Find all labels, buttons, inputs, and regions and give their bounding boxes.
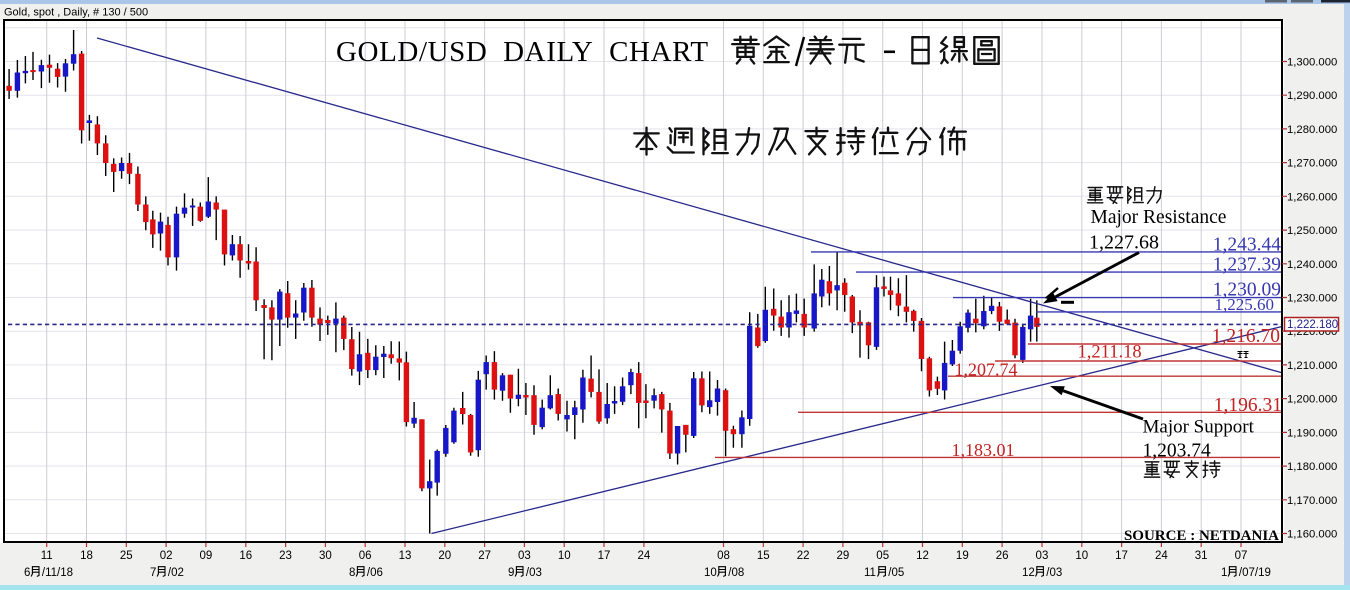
svg-text:17: 17 xyxy=(1115,550,1128,562)
svg-text:03: 03 xyxy=(518,550,531,562)
svg-text:/03: /03 xyxy=(1046,567,1062,579)
svg-text:25: 25 xyxy=(120,550,133,562)
svg-text:1,183.01: 1,183.01 xyxy=(952,440,1015,460)
svg-text:1,160.000: 1,160.000 xyxy=(1287,529,1337,541)
svg-text:/11/18: /11/18 xyxy=(42,567,73,579)
svg-text:13: 13 xyxy=(399,550,412,562)
svg-text:7: 7 xyxy=(150,567,156,579)
svg-text:1,190.000: 1,190.000 xyxy=(1287,427,1337,439)
svg-text:1: 1 xyxy=(1221,567,1227,579)
svg-text:1,180.000: 1,180.000 xyxy=(1287,461,1337,473)
svg-text:10: 10 xyxy=(558,550,571,562)
svg-text:12: 12 xyxy=(1022,567,1035,579)
svg-text:24: 24 xyxy=(1155,550,1168,562)
svg-text:1,216.70: 1,216.70 xyxy=(1212,326,1280,347)
svg-text:1,170.000: 1,170.000 xyxy=(1287,495,1337,507)
svg-text:1,207.74: 1,207.74 xyxy=(955,360,1018,380)
svg-text:1,300.000: 1,300.000 xyxy=(1287,56,1337,68)
svg-text:15: 15 xyxy=(757,550,770,562)
svg-text:1,250.000: 1,250.000 xyxy=(1287,225,1337,237)
svg-text:03: 03 xyxy=(1036,550,1049,562)
svg-text:09: 09 xyxy=(200,550,213,562)
svg-text:12: 12 xyxy=(916,550,929,562)
svg-text:1,237.39: 1,237.39 xyxy=(1213,255,1281,276)
svg-text:/07/19: /07/19 xyxy=(1239,567,1271,579)
svg-text:17: 17 xyxy=(598,550,611,562)
svg-text:1,243.44: 1,243.44 xyxy=(1213,235,1282,256)
svg-text:24: 24 xyxy=(637,550,650,562)
svg-text:1,210.000: 1,210.000 xyxy=(1287,360,1337,372)
svg-text:08: 08 xyxy=(717,550,730,562)
svg-text:/03: /03 xyxy=(526,567,542,579)
svg-text:1,222.180: 1,222.180 xyxy=(1287,319,1338,331)
svg-text:30: 30 xyxy=(319,550,332,562)
svg-text:05: 05 xyxy=(876,550,889,562)
svg-text:1,230.000: 1,230.000 xyxy=(1287,292,1337,304)
svg-text:20: 20 xyxy=(438,550,451,562)
svg-text:Gold, spot , Daily, # 130 / 50: Gold, spot , Daily, # 130 / 500 xyxy=(4,7,148,19)
svg-text:Major Support: Major Support xyxy=(1143,417,1255,438)
svg-text:/08: /08 xyxy=(728,567,744,579)
svg-text:1,203.74: 1,203.74 xyxy=(1143,441,1212,462)
svg-text:31: 31 xyxy=(1195,550,1208,562)
svg-text:10: 10 xyxy=(704,567,717,579)
svg-text:19: 19 xyxy=(956,550,969,562)
svg-text:SOURCE : NETDANIA: SOURCE : NETDANIA xyxy=(1124,528,1279,544)
svg-text:1,225.60: 1,225.60 xyxy=(1215,295,1275,314)
svg-text:16: 16 xyxy=(239,550,252,562)
svg-text:1,240.000: 1,240.000 xyxy=(1287,259,1337,271)
svg-text:27: 27 xyxy=(478,550,491,562)
svg-text:1,270.000: 1,270.000 xyxy=(1287,158,1337,170)
svg-text:/02: /02 xyxy=(168,567,184,579)
svg-text:9: 9 xyxy=(508,567,514,579)
svg-text:11: 11 xyxy=(41,550,53,562)
svg-text:1,290.000: 1,290.000 xyxy=(1287,90,1337,102)
svg-text:1,230.09: 1,230.09 xyxy=(1213,280,1281,301)
svg-text:/05: /05 xyxy=(888,567,904,579)
svg-text:1,211.18: 1,211.18 xyxy=(1078,343,1142,363)
svg-text:6: 6 xyxy=(24,567,30,579)
svg-text:1,227.68: 1,227.68 xyxy=(1089,232,1159,254)
svg-text:1,280.000: 1,280.000 xyxy=(1287,124,1337,136)
svg-text:23: 23 xyxy=(279,550,292,562)
svg-text:11: 11 xyxy=(864,567,876,579)
svg-text:26: 26 xyxy=(996,550,1009,562)
svg-text:1,196.31: 1,196.31 xyxy=(1214,395,1282,416)
svg-text:Major Resistance: Major Resistance xyxy=(1091,207,1227,228)
svg-text:10: 10 xyxy=(1075,550,1088,562)
svg-text:/06: /06 xyxy=(367,567,383,579)
svg-text:07: 07 xyxy=(1235,550,1248,562)
svg-text:29: 29 xyxy=(837,550,850,562)
svg-text:1,260.000: 1,260.000 xyxy=(1287,191,1337,203)
svg-text:02: 02 xyxy=(160,550,173,562)
svg-text:1,200.000: 1,200.000 xyxy=(1287,394,1337,406)
svg-text:GOLD/USD DAILY CHART: GOLD/USD DAILY CHART xyxy=(336,36,709,68)
svg-text:06: 06 xyxy=(359,550,372,562)
svg-text:8: 8 xyxy=(349,567,355,579)
svg-text:22: 22 xyxy=(797,550,810,562)
svg-text:18: 18 xyxy=(80,550,93,562)
